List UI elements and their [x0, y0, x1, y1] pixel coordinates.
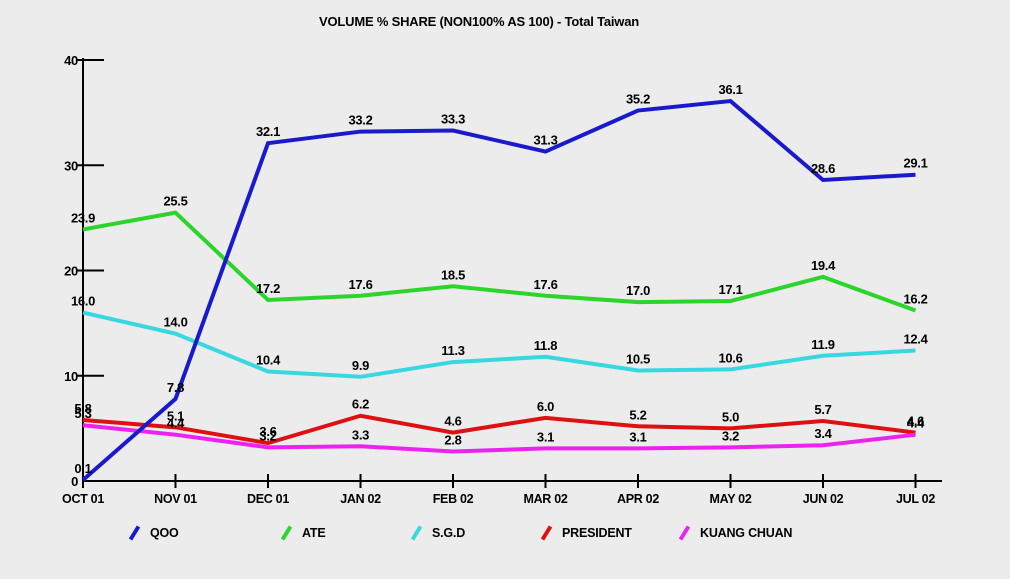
data-label: 4.4 [167, 416, 185, 431]
x-axis-tick-label: FEB 02 [433, 492, 474, 506]
x-axis-tick-label: MAR 02 [523, 492, 567, 506]
legend-label: KUANG CHUAN [700, 526, 793, 540]
data-label: 28.6 [811, 161, 835, 176]
y-axis-tick-label: 10 [64, 369, 78, 384]
legend-item-ate: ATE [280, 524, 326, 542]
data-label: 31.3 [533, 133, 557, 148]
x-axis-tick-label: OCT 01 [62, 492, 104, 506]
data-label: 3.1 [629, 429, 646, 444]
data-label: 33.2 [348, 113, 372, 128]
data-label: 5.3 [74, 406, 91, 421]
y-axis-tick-label: 0 [71, 474, 78, 489]
data-label: 3.6 [259, 424, 276, 439]
legend-item-president: PRESIDENT [540, 524, 632, 542]
legend-line-swatch-icon [410, 525, 423, 541]
data-label: 17.1 [718, 282, 742, 297]
data-label: 11.3 [441, 343, 464, 358]
x-axis-tick-label: APR 02 [617, 492, 659, 506]
data-label: 17.6 [533, 277, 557, 292]
data-label: 33.3 [441, 112, 465, 127]
x-axis-tick-label: JUN 02 [803, 492, 844, 506]
data-label: 7.8 [167, 380, 184, 395]
x-axis-tick-label: JUL 02 [896, 492, 935, 506]
data-label: 3.2 [259, 428, 276, 443]
data-label: 4.4 [907, 416, 925, 431]
data-label: 11.9 [811, 337, 834, 352]
data-label: 11.8 [534, 338, 557, 353]
legend-line-swatch-icon [128, 525, 141, 541]
series-line-s-g-d [82, 310, 916, 379]
series-line-qoo [81, 98, 916, 482]
data-label: 23.9 [71, 210, 95, 225]
data-label: 10.6 [718, 350, 742, 365]
series-line-president [82, 413, 916, 446]
legend-line-swatch-icon [678, 525, 691, 541]
data-label: 3.3 [352, 427, 369, 442]
y-axis-tick-label: 40 [64, 53, 78, 68]
line-chart-plot: 0 10 20 30 40 OCT 01 NOV 01 DEC 01 JAN 02 FEB 02 M… [62, 53, 942, 506]
legend-item-qoo: QOO [128, 524, 179, 542]
data-label: 25.5 [163, 194, 187, 209]
legend-label: PRESIDENT [562, 526, 632, 540]
data-label: 4.6 [907, 414, 924, 429]
legend-label: QOO [150, 526, 179, 540]
data-label: 36.1 [718, 82, 742, 97]
data-label: 18.5 [441, 267, 465, 282]
data-label: 32.1 [256, 124, 280, 139]
data-label: 10.4 [256, 353, 281, 368]
data-label: 12.4 [903, 331, 928, 346]
data-label: 17.2 [256, 281, 280, 296]
y-axis-tick-label: 20 [64, 264, 78, 279]
data-label: 5.0 [722, 409, 739, 424]
chart-title: VOLUME % SHARE (NON100% AS 100) - Total … [319, 14, 639, 29]
data-label: 3.2 [722, 428, 739, 443]
data-label: 19.4 [811, 258, 836, 273]
series-line-kuang-chuan [82, 423, 916, 454]
legend-label: ATE [302, 526, 326, 540]
data-label: 10.5 [626, 351, 650, 366]
data-label: 29.1 [903, 156, 927, 171]
legend-item-s-g-d: S.G.D [410, 524, 465, 542]
data-label: 5.7 [814, 402, 831, 417]
data-label: 5.1 [167, 408, 184, 423]
legend-line-swatch-icon [280, 525, 293, 541]
legend-item-kuang-chuan: KUANG CHUAN [678, 524, 792, 542]
y-axis-tick-label: 30 [64, 158, 78, 173]
data-label: 14.0 [163, 315, 187, 330]
data-label: 16.2 [903, 291, 927, 306]
data-label: 0.1 [74, 461, 91, 476]
data-label: 16.0 [71, 294, 95, 309]
data-label: 5.8 [74, 401, 91, 416]
x-axis-tick-label: MAY 02 [710, 492, 752, 506]
data-label: 3.4 [814, 426, 832, 441]
data-label: 6.0 [537, 399, 554, 414]
data-label: 9.9 [352, 358, 369, 373]
data-label: 17.0 [626, 283, 650, 298]
series-line-ate [82, 210, 917, 313]
x-axis-tick-label: NOV 01 [154, 492, 197, 506]
legend-line-swatch-icon [540, 525, 553, 541]
legend-label: S.G.D [432, 526, 466, 540]
data-label: 5.2 [629, 407, 646, 422]
data-label: 35.2 [626, 92, 650, 107]
data-label: 2.8 [444, 433, 461, 448]
x-axis-tick-label: DEC 01 [247, 492, 289, 506]
data-label: 6.2 [352, 397, 369, 412]
data-label: 4.6 [444, 414, 461, 429]
data-label: 17.6 [348, 277, 372, 292]
data-label: 3.1 [537, 429, 554, 444]
x-axis-tick-label: JAN 02 [340, 492, 381, 506]
